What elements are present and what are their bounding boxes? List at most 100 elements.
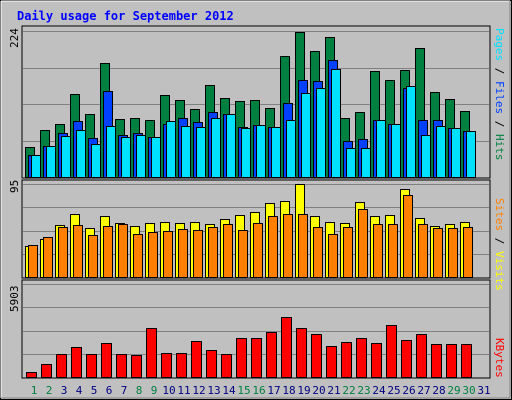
day-label-11: 11	[177, 384, 190, 397]
bottom-kbytes-bar-day-14	[221, 354, 232, 378]
top-pages-bar-day-29	[451, 128, 461, 178]
middle-sites-bar-day-8	[133, 234, 143, 278]
middle-sites-bar-day-7	[118, 224, 128, 278]
day-label-3: 3	[61, 384, 68, 397]
bottom-kbytes-bar-day-27	[416, 334, 427, 378]
day-label-31: 31	[477, 384, 490, 397]
top-pages-bar-day-14	[226, 114, 236, 178]
middle-sites-bar-day-15	[238, 230, 248, 278]
day-label-9: 9	[151, 384, 158, 397]
top-pages-bar-day-19	[301, 93, 311, 178]
middle-legend-part-0: Sites	[493, 198, 506, 231]
bar-marks	[25, 32, 476, 378]
day-label-25: 25	[387, 384, 400, 397]
middle-sites-bar-day-24	[373, 224, 383, 278]
bottom-kbytes-bar-day-25	[386, 325, 397, 378]
top-pages-bar-day-23	[361, 148, 371, 178]
top-pages-bar-day-16	[256, 125, 266, 178]
top-pages-bar-day-28	[436, 126, 446, 178]
middle-sites-bar-day-19	[298, 214, 308, 278]
top-pages-bar-day-2	[46, 146, 56, 178]
bottom-legend-part-0: KBytes	[493, 338, 506, 378]
middle-legend-part-2: Visits	[493, 251, 506, 291]
bottom-kbytes-bar-day-6	[101, 343, 112, 378]
day-label-10: 10	[162, 384, 175, 397]
middle-sites-bar-day-21	[328, 234, 338, 278]
day-label-7: 7	[121, 384, 128, 397]
middle-sites-bar-day-10	[163, 231, 173, 278]
middle-sites-bar-day-28	[433, 228, 443, 278]
top-pages-bar-day-24	[376, 120, 386, 178]
day-label-28: 28	[432, 384, 445, 397]
day-label-20: 20	[312, 384, 325, 397]
day-label-26: 26	[402, 384, 415, 397]
middle-sites-bar-day-5	[88, 235, 98, 278]
day-label-2: 2	[46, 384, 53, 397]
middle-sites-bar-day-3	[58, 227, 68, 278]
bottom-kbytes-bar-day-7	[116, 354, 127, 378]
middle-sites-bar-day-25	[388, 224, 398, 278]
middle-sites-bar-day-29	[448, 228, 458, 278]
top-pages-bar-day-27	[421, 135, 431, 178]
day-label-15: 15	[237, 384, 250, 397]
bottom-kbytes-bar-day-3	[56, 354, 67, 378]
day-label-8: 8	[136, 384, 143, 397]
middle-sites-bar-day-14	[223, 224, 233, 278]
bottom-kbytes-bar-day-11	[176, 353, 187, 378]
day-label-30: 30	[462, 384, 475, 397]
bottom-kbytes-bar-day-15	[236, 338, 247, 378]
middle-sites-bar-day-20	[313, 227, 323, 278]
bottom-kbytes-bar-day-24	[371, 343, 382, 378]
middle-sites-bar-day-23	[358, 209, 368, 278]
middle-sites-bar-day-6	[103, 226, 113, 278]
top-pages-bar-day-6	[106, 126, 116, 178]
top-pages-bar-day-26	[406, 86, 416, 178]
top-pages-bar-day-10	[166, 121, 176, 178]
middle-sites-bar-day-1	[28, 245, 38, 278]
day-label-21: 21	[327, 384, 340, 397]
top-legend-part-1: /	[493, 61, 506, 81]
top-pages-bar-day-30	[466, 131, 476, 178]
top-panel-legend: Pages / Files / Hits	[493, 28, 506, 161]
bottom-kbytes-bar-day-20	[311, 334, 322, 378]
day-label-22: 22	[342, 384, 355, 397]
bottom-kbytes-bar-day-5	[86, 354, 97, 378]
top-pages-bar-day-18	[286, 120, 296, 178]
top-pages-bar-day-13	[211, 118, 221, 178]
bottom-kbytes-bar-day-4	[71, 347, 82, 378]
bottom-kbytes-bar-day-28	[431, 344, 442, 378]
bottom-kbytes-bar-day-22	[341, 342, 352, 378]
top-pages-bar-day-25	[391, 124, 401, 178]
bottom-kbytes-bar-day-10	[161, 353, 172, 378]
middle-sites-bar-day-30	[463, 227, 473, 278]
bottom-kbytes-bar-day-30	[461, 344, 472, 378]
bottom-kbytes-bar-day-18	[281, 317, 292, 378]
bottom-panel-max-label: 5903	[8, 286, 21, 313]
day-label-17: 17	[267, 384, 280, 397]
bottom-kbytes-bar-day-19	[296, 328, 307, 378]
top-panel-max-label: 224	[8, 28, 21, 48]
bottom-kbytes-bar-day-29	[446, 344, 457, 378]
top-legend-part-2: Files	[493, 81, 506, 114]
top-legend-part-4: Hits	[493, 134, 506, 161]
middle-sites-bar-day-26	[403, 195, 413, 278]
middle-sites-bar-day-18	[283, 214, 293, 278]
middle-sites-bar-day-12	[193, 230, 203, 278]
day-label-18: 18	[282, 384, 295, 397]
chart-title: Daily usage for September 2012	[17, 9, 234, 23]
middle-legend-part-1: /	[493, 231, 506, 251]
top-pages-bar-day-3	[61, 136, 71, 178]
top-pages-bar-day-20	[316, 88, 326, 178]
top-pages-bar-day-4	[76, 130, 86, 178]
day-label-14: 14	[222, 384, 236, 397]
day-label-5: 5	[91, 384, 98, 397]
bottom-kbytes-bar-day-23	[356, 338, 367, 378]
middle-sites-bar-day-27	[418, 224, 428, 278]
middle-sites-bar-day-2	[43, 237, 53, 278]
top-pages-bar-day-15	[241, 128, 251, 178]
middle-sites-bar-day-11	[178, 229, 188, 278]
day-label-13: 13	[207, 384, 220, 397]
day-label-16: 16	[252, 384, 265, 397]
day-label-23: 23	[357, 384, 370, 397]
